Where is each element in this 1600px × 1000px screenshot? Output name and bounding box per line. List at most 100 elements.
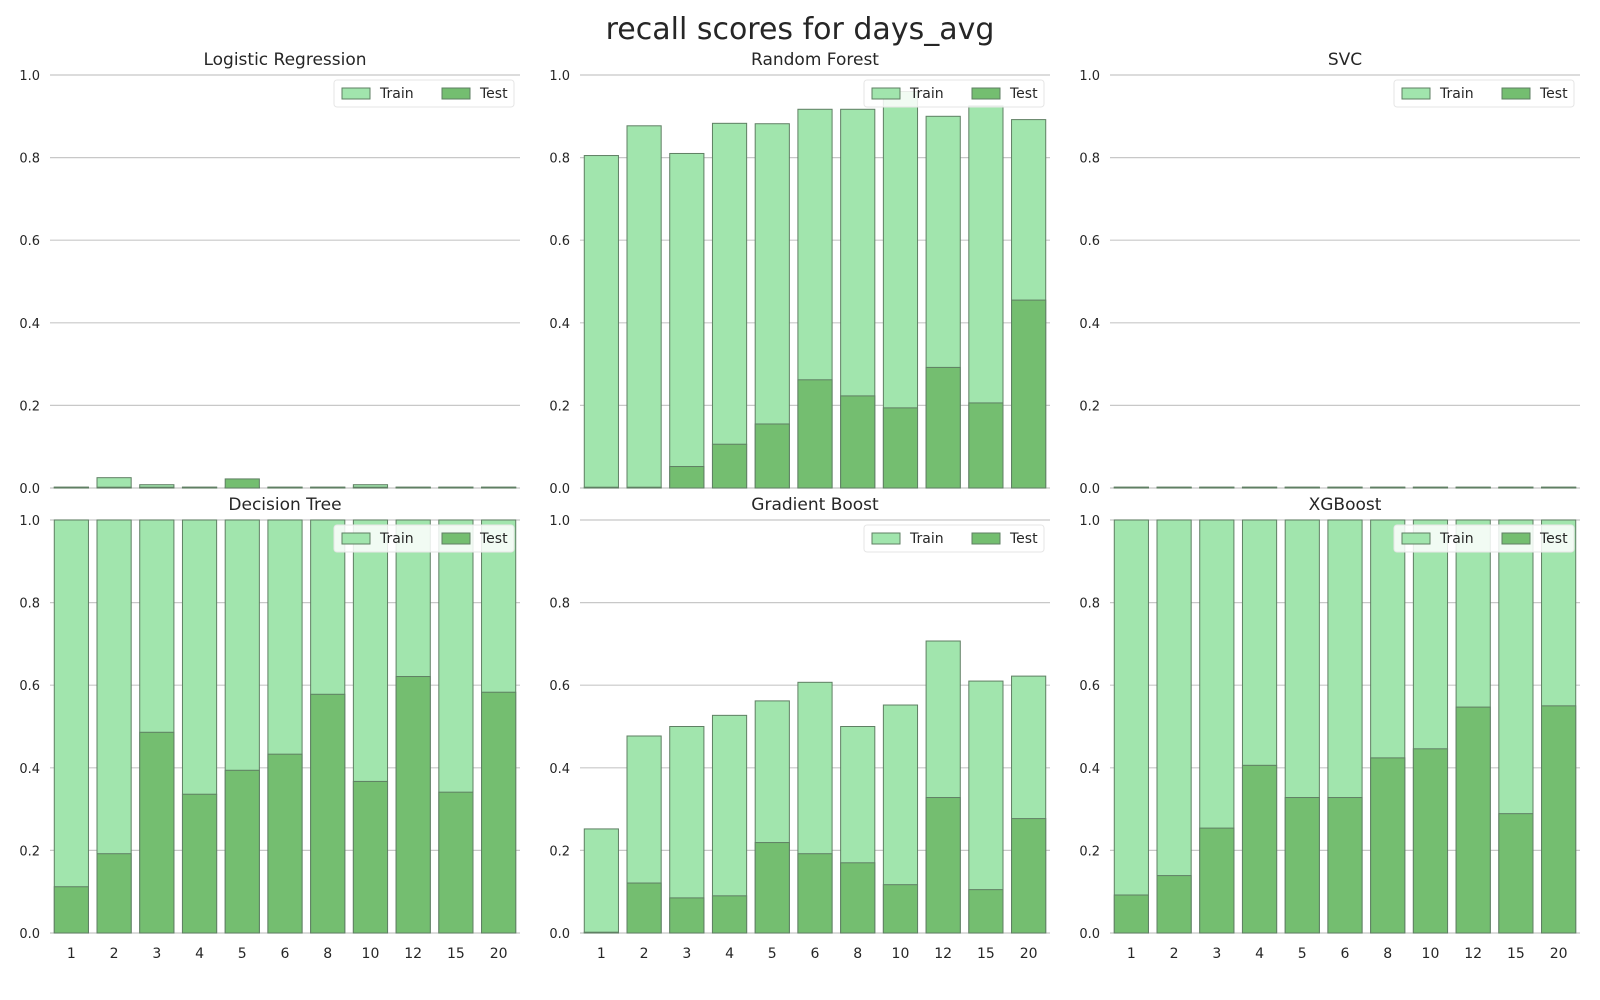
y-tick-label: 1.0: [19, 514, 40, 529]
x-tick-label: 5: [768, 946, 777, 962]
bar-test-15: [968, 402, 1004, 489]
x-tick-label: 8: [323, 946, 332, 962]
y-tick-label: 0.0: [1079, 927, 1100, 942]
x-tick-label: 6: [811, 946, 820, 962]
y-tick-label: 0.4: [19, 317, 40, 332]
bar-test-10: [882, 884, 919, 934]
legend: Train Test: [863, 524, 1045, 553]
bar-test-12: [395, 486, 431, 489]
bar-test-20: [481, 486, 517, 489]
subplot-title: Gradient Boost: [751, 495, 879, 515]
bar-test-2: [1156, 486, 1192, 489]
y-tick-label: 0.8: [19, 597, 40, 612]
bar-test-6: [1327, 486, 1363, 489]
y-tick-label: 0.6: [19, 679, 40, 694]
bar-test-1: [53, 486, 89, 489]
legend-swatch-train: [341, 87, 371, 100]
y-tick-label: 0.0: [19, 482, 40, 497]
bar-test-4: [1241, 764, 1278, 934]
bar-test-4: [181, 793, 218, 934]
legend-label-train: Train: [1439, 531, 1474, 547]
bars: [583, 640, 1047, 934]
bar-test-8: [310, 693, 346, 934]
y-tick-label: 0.8: [19, 152, 40, 167]
y-tick-label: 0.4: [549, 317, 570, 332]
y-tick-label: 0.0: [549, 927, 570, 942]
bar-test-15: [1498, 486, 1534, 489]
bar-test-5: [224, 478, 260, 489]
bars: [53, 477, 517, 489]
y-tick-label: 0.0: [1079, 482, 1100, 497]
x-tick-label: 12: [934, 946, 952, 962]
bar-test-2: [626, 486, 662, 489]
y-tick-label: 0.0: [549, 482, 570, 497]
bar-test-8: [840, 862, 876, 934]
subplot-svc: 0.0 0.2 0.4 0.6 0.8 1.0 SVC Train Test: [1079, 50, 1580, 497]
x-tick-label: 4: [195, 946, 204, 962]
bar-test-1: [583, 931, 619, 934]
bar-test-20: [1011, 818, 1047, 934]
bar-test-15: [438, 486, 474, 489]
x-tick-label: 1: [1127, 946, 1136, 962]
bar-test-12: [925, 797, 961, 934]
y-tick-label: 0.8: [1079, 152, 1100, 167]
bar-test-20: [481, 691, 517, 934]
bar-test-1: [1113, 894, 1149, 934]
bar-test-1: [583, 486, 619, 489]
legend-label-train: Train: [909, 86, 944, 102]
y-tick-label: 0.8: [549, 152, 570, 167]
x-tick-label: 20: [1020, 946, 1038, 962]
x-tick-label: 12: [1464, 946, 1482, 962]
legend: Train Test: [333, 79, 515, 108]
bars: [53, 519, 517, 934]
bar-test-5: [754, 423, 790, 489]
x-tick-label: 6: [281, 946, 290, 962]
legend-label-train: Train: [1439, 86, 1474, 102]
legend-swatch-test: [441, 532, 471, 545]
legend-swatch-test: [971, 87, 1001, 100]
x-tick-label: 15: [447, 946, 465, 962]
legend-box: [1393, 79, 1575, 108]
x-tick-label: 5: [238, 946, 247, 962]
subplot-title: SVC: [1328, 50, 1362, 70]
x-tick-label: 5: [1298, 946, 1307, 962]
bar-test-8: [840, 395, 876, 489]
y-tick-label: 0.2: [1079, 844, 1100, 859]
bars: [583, 91, 1047, 489]
x-tick-label: 4: [1255, 946, 1264, 962]
bar-test-10: [352, 486, 389, 489]
x-tick-label: 3: [1212, 946, 1221, 962]
bar-test-12: [1455, 486, 1491, 489]
bar-test-10: [352, 780, 389, 934]
bar-test-5: [1284, 797, 1320, 934]
x-tick-label: 20: [490, 946, 508, 962]
y-tick-label: 0.2: [19, 844, 40, 859]
legend-label-test: Test: [1009, 86, 1038, 102]
x-tick-label: 6: [1341, 946, 1350, 962]
bar-train-1: [583, 155, 619, 489]
y-tick-label: 0.4: [549, 762, 570, 777]
bar-test-4: [1241, 486, 1278, 489]
bars: [1113, 519, 1577, 934]
legend-label-test: Test: [1539, 531, 1568, 547]
bar-test-6: [267, 486, 303, 489]
x-tick-label: 2: [110, 946, 119, 962]
bar-test-3: [669, 466, 705, 489]
x-tick-label: 15: [977, 946, 995, 962]
y-tick-label: 0.2: [549, 844, 570, 859]
legend-box: [863, 524, 1045, 553]
bar-test-8: [1370, 486, 1406, 489]
legend-label-test: Test: [479, 86, 508, 102]
bar-test-12: [1455, 706, 1491, 934]
subplot-random-forest: 0.0 0.2 0.4 0.6 0.8 1.0 Random Forest Train Test: [549, 50, 1050, 497]
legend-box: [863, 79, 1045, 108]
subplot-title: Decision Tree: [228, 495, 341, 515]
bar-train-2: [626, 125, 662, 489]
x-tick-label: 8: [853, 946, 862, 962]
y-tick-label: 1.0: [1079, 69, 1100, 84]
bar-test-15: [438, 791, 474, 934]
bar-test-20: [1011, 299, 1047, 489]
legend-swatch-train: [341, 532, 371, 545]
